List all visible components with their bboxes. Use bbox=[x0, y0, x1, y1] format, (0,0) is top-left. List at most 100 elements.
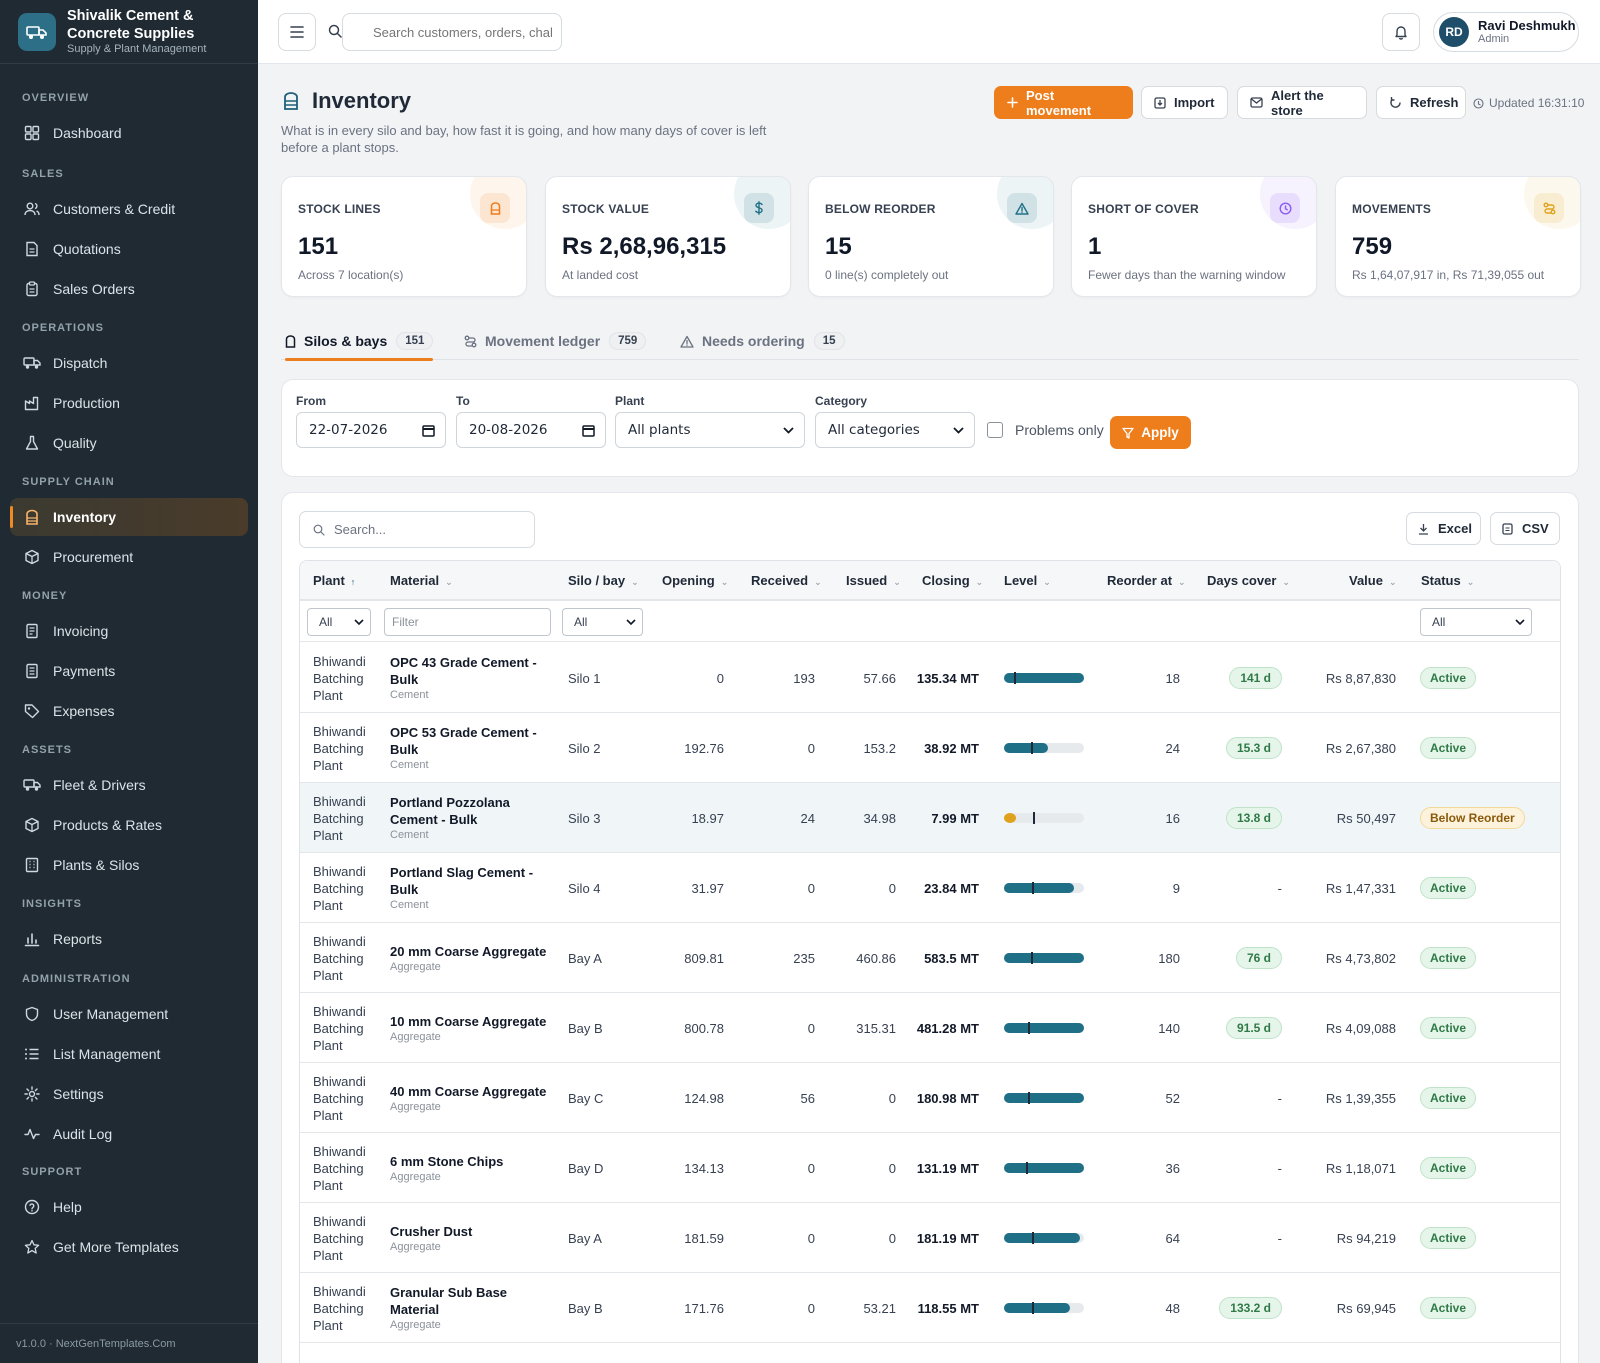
status-badge: Active bbox=[1420, 737, 1477, 759]
flask-icon bbox=[23, 434, 41, 452]
column-header-received[interactable]: Received ⌄ bbox=[751, 561, 822, 601]
sidebar-item-procurement[interactable]: Procurement bbox=[10, 538, 248, 576]
tab-needs-ordering[interactable]: Needs ordering 15 bbox=[680, 322, 845, 360]
list-icon bbox=[23, 1045, 41, 1063]
post-movement-button[interactable]: Post movement bbox=[994, 86, 1133, 119]
table-search-input[interactable]: Search... bbox=[299, 511, 535, 548]
table-row[interactable]: Bhiwandi Batching Plant Crusher Dust Aggre… bbox=[300, 1203, 1560, 1273]
brand[interactable]: Shivalik Cement & Concrete Supplies Suppl… bbox=[0, 0, 258, 64]
material-name: Portland Pozzolana Cement - Bulk bbox=[390, 795, 510, 827]
sidebar-item-get-more-templates[interactable]: Get More Templates bbox=[10, 1228, 248, 1266]
table-row[interactable]: Bhiwandi Batching Plant 20 mm Coarse Aggr… bbox=[300, 923, 1560, 993]
column-header-value[interactable]: Value ⌄ bbox=[1349, 561, 1397, 601]
user-menu[interactable]: RD Ravi Deshmukh Admin bbox=[1433, 12, 1579, 52]
sidebar-item-production[interactable]: Production bbox=[10, 384, 248, 422]
export-excel-button[interactable]: Excel bbox=[1406, 512, 1481, 545]
cell-status: Below Reorder bbox=[1420, 783, 1540, 853]
category-select[interactable]: All categories bbox=[815, 412, 975, 448]
reorder-marker bbox=[1032, 1232, 1034, 1244]
to-date-input[interactable]: 20-08-2026 bbox=[456, 412, 606, 448]
table-row[interactable]: Bhiwandi Batching Plant Portland Pozzolan… bbox=[300, 783, 1560, 853]
sidebar-item-dispatch[interactable]: Dispatch bbox=[10, 344, 248, 382]
cell-status: Active bbox=[1420, 643, 1540, 713]
tab-movement-ledger[interactable]: Movement ledger 759 bbox=[464, 322, 647, 360]
cell-closing: 131.19 MT bbox=[903, 1133, 979, 1203]
column-header-opening[interactable]: Opening ⌄ bbox=[662, 561, 728, 601]
tag-icon bbox=[23, 702, 41, 720]
export-csv-button[interactable]: CSV bbox=[1490, 512, 1560, 545]
alert-store-button[interactable]: Alert the store bbox=[1237, 86, 1367, 119]
refresh-button[interactable]: Refresh bbox=[1376, 86, 1466, 119]
sidebar-item-audit-log[interactable]: Audit Log bbox=[10, 1115, 248, 1153]
sidebar-item-list-management[interactable]: List Management bbox=[10, 1035, 248, 1073]
sidebar-item-user-management[interactable]: User Management bbox=[10, 995, 248, 1033]
global-search-input[interactable] bbox=[342, 13, 562, 51]
table-row[interactable]: Bhiwandi Batching Plant Granular Sub Base… bbox=[300, 1273, 1560, 1343]
column-header-silo-bay[interactable]: Silo / bay ⌄ bbox=[568, 561, 639, 601]
problems-only-toggle[interactable]: Problems only bbox=[987, 422, 1104, 438]
import-button[interactable]: Import bbox=[1141, 86, 1228, 119]
cell-issued: 0 bbox=[888, 1230, 896, 1246]
download-icon bbox=[1418, 523, 1429, 535]
sort-icon: ⌄ bbox=[814, 577, 822, 587]
from-date-input[interactable]: 22-07-2026 bbox=[296, 412, 446, 448]
column-header-days-cover[interactable]: Days cover ⌄ bbox=[1207, 561, 1290, 601]
sidebar-item-help[interactable]: Help bbox=[10, 1188, 248, 1226]
table-row[interactable]: Bhiwandi Batching Plant 10 mm Coarse Aggr… bbox=[300, 993, 1560, 1063]
table-row[interactable]: Bhiwandi Batching Plant 6 mm Stone Chips A… bbox=[300, 1133, 1560, 1203]
sidebar-item-reports[interactable]: Reports bbox=[10, 920, 248, 958]
column-header-reorder-at[interactable]: Reorder at ⌄ bbox=[1107, 561, 1186, 601]
reorder-marker bbox=[1032, 882, 1034, 894]
cell-silo: Bay D bbox=[568, 1160, 604, 1176]
table-row[interactable]: Bhiwandi Batching Plant OPC 43 Grade Ceme… bbox=[300, 643, 1560, 713]
sidebar-item-expenses[interactable]: Expenses bbox=[10, 692, 248, 730]
sidebar-item-quality[interactable]: Quality bbox=[10, 424, 248, 462]
sidebar-item-inventory[interactable]: Inventory bbox=[10, 498, 248, 536]
refresh-icon bbox=[1389, 96, 1402, 109]
column-header-label: Material bbox=[390, 573, 440, 588]
material-filter-input[interactable]: Filter bbox=[384, 608, 551, 636]
column-header-issued[interactable]: Issued ⌄ bbox=[846, 561, 901, 601]
apply-button[interactable]: Apply bbox=[1110, 416, 1191, 449]
plant-select[interactable]: All plants bbox=[615, 412, 805, 448]
closing-value: 180.98 MT bbox=[916, 1090, 979, 1106]
cell-silo: Bay A bbox=[568, 950, 602, 966]
sidebar-item-settings[interactable]: Settings bbox=[10, 1075, 248, 1113]
cell-opening: 124.98 bbox=[684, 1090, 724, 1106]
reorder-marker bbox=[1014, 672, 1016, 684]
column-header-plant[interactable]: Plant ↑ bbox=[313, 561, 355, 601]
dollar-icon bbox=[744, 193, 774, 223]
cell-status: Active bbox=[1420, 1063, 1540, 1133]
sidebar-item-invoicing[interactable]: Invoicing bbox=[10, 612, 248, 650]
column-header-level[interactable]: Level ⌄ bbox=[1004, 561, 1051, 601]
sidebar-item-products-rates[interactable]: Products & Rates bbox=[10, 806, 248, 844]
status-badge: Active bbox=[1420, 1087, 1477, 1109]
problems-only-checkbox[interactable] bbox=[987, 422, 1003, 438]
column-header-material[interactable]: Material ⌄ bbox=[390, 561, 453, 601]
cell-value: Rs 4,73,802 bbox=[1325, 950, 1396, 966]
sidebar-item-fleet-drivers[interactable]: Fleet & Drivers bbox=[10, 766, 248, 804]
table-row[interactable]: Bhiwandi Batching Plant OPC 53 Grade Ceme… bbox=[300, 713, 1560, 783]
cell-days: - bbox=[1277, 1230, 1282, 1246]
tab-silos-bays[interactable]: Silos & bays 151 bbox=[285, 322, 434, 361]
sidebar-item-dashboard[interactable]: Dashboard bbox=[10, 114, 248, 152]
table-row[interactable]: Bhiwandi Batching Plant Portland Slag Cem… bbox=[300, 853, 1560, 923]
sidebar-item-sales-orders[interactable]: Sales Orders bbox=[10, 270, 248, 308]
menu-toggle-button[interactable] bbox=[278, 13, 316, 51]
sidebar-item-customers-credit[interactable]: Customers & Credit bbox=[10, 190, 248, 228]
status-filter-select[interactable]: All bbox=[1420, 608, 1532, 636]
column-header-closing[interactable]: Closing ⌄ bbox=[922, 561, 983, 601]
alert-store-label: Alert the store bbox=[1271, 87, 1324, 118]
level-fill bbox=[1004, 1303, 1070, 1313]
sidebar-item-plants-silos[interactable]: Plants & Silos bbox=[10, 846, 248, 884]
notifications-button[interactable] bbox=[1382, 13, 1420, 51]
silo-filter-select[interactable]: All bbox=[562, 608, 643, 636]
material-name: 6 mm Stone Chips bbox=[390, 1153, 504, 1169]
sidebar-item-payments[interactable]: Payments bbox=[10, 652, 248, 690]
plant-filter-select[interactable]: All bbox=[307, 608, 371, 636]
table-row[interactable]: Bhiwandi Batching Plant 40 mm Coarse Aggr… bbox=[300, 1063, 1560, 1133]
column-header-status[interactable]: Status ⌄ bbox=[1421, 561, 1474, 601]
plant-select-value: All plants bbox=[628, 422, 691, 438]
sidebar-item-quotations[interactable]: Quotations bbox=[10, 230, 248, 268]
table-row[interactable]: Bhiwandi bbox=[300, 1343, 1560, 1363]
